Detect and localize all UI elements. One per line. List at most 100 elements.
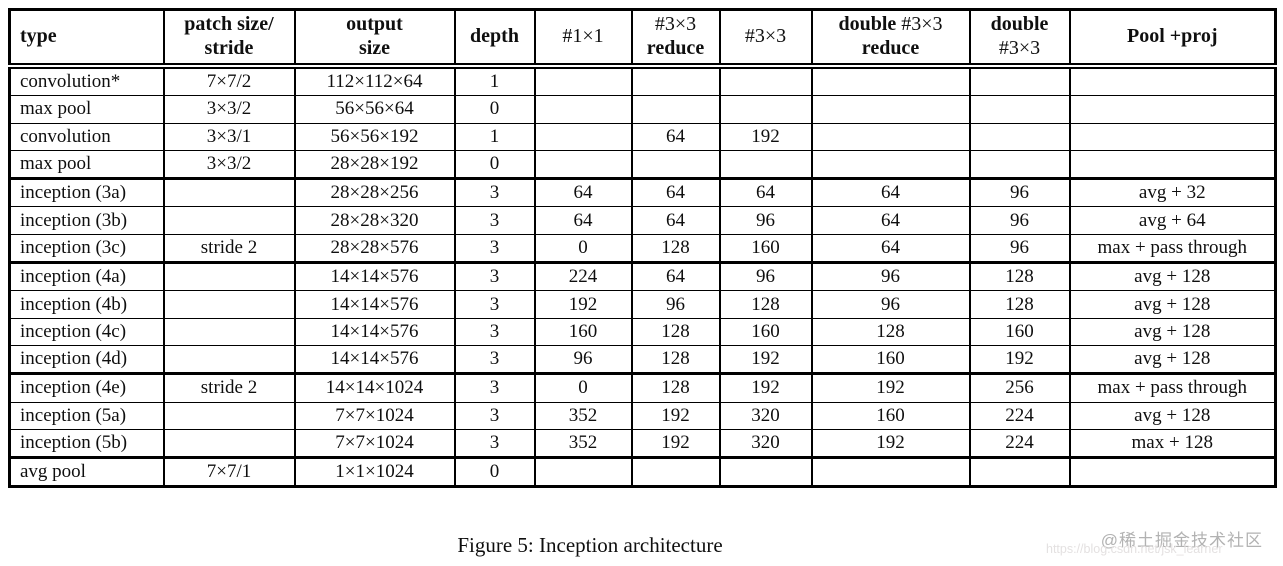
cell-value: 352 (533, 401, 633, 430)
cell-value (968, 65, 1071, 96)
cell-value: 192 (630, 401, 721, 430)
cell-value: 3 (453, 261, 536, 291)
cell-value: 192 (810, 428, 971, 458)
cell-value: 28×28×256 (293, 177, 456, 207)
cell-value: 256 (968, 372, 1071, 403)
cell-value (718, 149, 813, 179)
cell-value: 128 (630, 344, 721, 374)
cell-value: avg + 128 (1068, 290, 1277, 319)
figure-caption: Figure 5: Inception architecture (457, 533, 723, 557)
cell-layer-type: inception (4b) (8, 290, 165, 319)
cell-value: stride 2 (162, 233, 296, 263)
cell-value: 128 (968, 290, 1071, 319)
cell-value: 0 (453, 456, 536, 487)
cell-value: 96 (968, 206, 1071, 235)
cell-value: 3 (453, 317, 536, 346)
cell-value: max + pass through (1068, 233, 1277, 263)
cell-layer-type: convolution* (8, 65, 165, 96)
table-row-5: inception (3b) 28×28×320 3 64 64 96 64 96 avg + … (8, 206, 1277, 235)
cell-value (810, 95, 971, 124)
cell-value: 64 (630, 261, 721, 291)
cell-value: 0 (453, 95, 536, 124)
cell-value: 28×28×576 (293, 233, 456, 263)
cell-value: 192 (718, 344, 813, 374)
cell-value (533, 149, 633, 179)
cell-value (1068, 95, 1277, 124)
table-body: convolution* 7×7/2 112×112×64 1 max pool 3×3/… (8, 65, 1277, 487)
cell-value: avg + 128 (1068, 401, 1277, 430)
table-row-13: inception (5b) 7×7×1024 3 352 192 320 192 224 ma… (8, 428, 1277, 458)
cell-value (162, 401, 296, 430)
cell-value: 64 (630, 122, 721, 151)
cell-value (968, 122, 1071, 151)
cell-value: 128 (630, 317, 721, 346)
column-header-7: double #3×3 reduce (810, 9, 971, 69)
cell-value (968, 456, 1071, 487)
cell-value: 3×3/2 (162, 95, 296, 124)
cell-value (1068, 149, 1277, 179)
inception-architecture-table: type patch size/stride output size depth #1×1… (8, 8, 1277, 489)
cell-layer-type: convolution (8, 122, 165, 151)
cell-value: 96 (533, 344, 633, 374)
cell-value: 96 (968, 177, 1071, 207)
cell-value (162, 428, 296, 458)
cell-value (162, 261, 296, 291)
cell-layer-type: inception (3a) (8, 177, 165, 207)
table-row-4: inception (3a) 28×28×256 3 64 64 64 64 96 avg + … (8, 177, 1277, 207)
cell-value: 3 (453, 372, 536, 403)
table-row-6: inception (3c) stride 2 28×28×576 3 0 128 160 6… (8, 233, 1277, 263)
cell-value: 192 (810, 372, 971, 403)
cell-value: 0 (533, 233, 633, 263)
table-row-11: inception (4e) stride 2 14×14×1024 3 0 128 192… (8, 372, 1277, 403)
cell-value: 7×7/1 (162, 456, 296, 487)
cell-value: 192 (533, 290, 633, 319)
cell-layer-type: inception (3c) (8, 233, 165, 263)
table-row-9: inception (4c) 14×14×576 3 160 128 160 128 160 a… (8, 317, 1277, 346)
cell-value: 3 (453, 177, 536, 207)
cell-value: avg + 32 (1068, 177, 1277, 207)
cell-value: avg + 64 (1068, 206, 1277, 235)
cell-value (810, 65, 971, 96)
cell-value: 128 (810, 317, 971, 346)
cell-value: 96 (718, 206, 813, 235)
cell-value: 3 (453, 401, 536, 430)
cell-value: 7×7/2 (162, 65, 296, 96)
table-row-7: inception (4a) 14×14×576 3 224 64 96 96 128 avg … (8, 261, 1277, 291)
cell-value: 1×1×1024 (293, 456, 456, 487)
cell-value (630, 149, 721, 179)
column-header-5: #3×3 reduce (630, 9, 721, 69)
cell-value: 128 (630, 233, 721, 263)
cell-value: 14×14×1024 (293, 372, 456, 403)
cell-value (1068, 122, 1277, 151)
cell-value (1068, 456, 1277, 487)
cell-layer-type: inception (5b) (8, 428, 165, 458)
cell-value (162, 177, 296, 207)
cell-value: 0 (453, 149, 536, 179)
cell-value (810, 149, 971, 179)
cell-value: 14×14×576 (293, 344, 456, 374)
cell-value: 3 (453, 344, 536, 374)
cell-value: 3 (453, 206, 536, 235)
cell-value: 128 (968, 261, 1071, 291)
cell-value: 28×28×320 (293, 206, 456, 235)
table-row-1: max pool 3×3/2 56×56×64 0 (8, 95, 1277, 124)
cell-value: 192 (718, 372, 813, 403)
cell-value: 64 (630, 177, 721, 207)
cell-value: avg + 128 (1068, 344, 1277, 374)
cell-value: 64 (630, 206, 721, 235)
cell-value: 128 (630, 372, 721, 403)
header-row: type patch size/stride output size depth #1×1… (8, 9, 1277, 69)
cell-value (630, 65, 721, 96)
cell-value (162, 290, 296, 319)
cell-value: 224 (968, 401, 1071, 430)
cell-value: 14×14×576 (293, 317, 456, 346)
column-header-3: depth (453, 9, 536, 69)
watermark-url: https://blog.csdn.net/jsk_learner (1046, 542, 1223, 556)
cell-value: 160 (718, 317, 813, 346)
cell-value: 0 (533, 372, 633, 403)
cell-value: 14×14×576 (293, 261, 456, 291)
cell-value: 160 (810, 401, 971, 430)
cell-layer-type: inception (5a) (8, 401, 165, 430)
cell-value: 64 (533, 177, 633, 207)
cell-value: 64 (810, 177, 971, 207)
